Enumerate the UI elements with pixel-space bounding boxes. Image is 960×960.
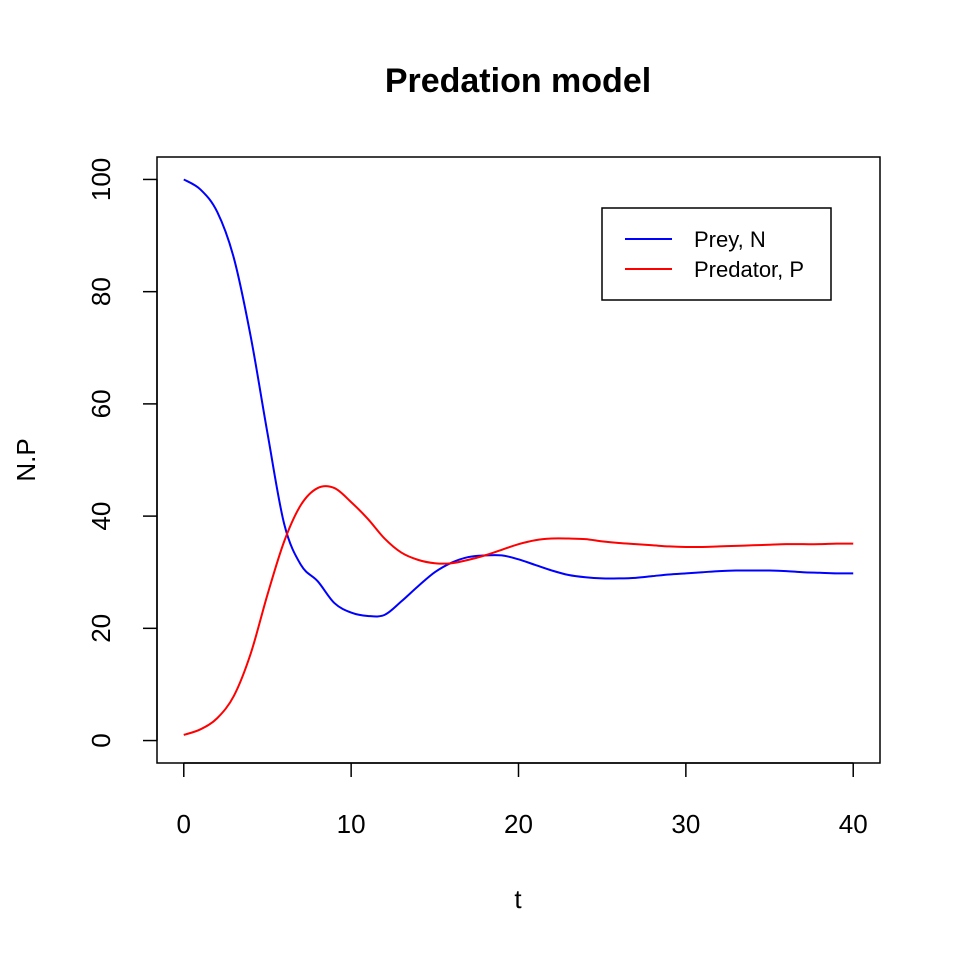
- y-axis-label: N.P: [11, 438, 41, 481]
- x-tick-label: 20: [504, 809, 533, 839]
- x-tick-label: 40: [839, 809, 868, 839]
- chart-title: Predation model: [385, 62, 651, 100]
- y-tick-label: 100: [86, 158, 116, 201]
- x-tick-label: 30: [671, 809, 700, 839]
- legend-label-prey: Prey, N: [694, 227, 766, 252]
- y-tick-label: 40: [86, 502, 116, 531]
- x-axis-label: t: [514, 884, 522, 914]
- x-tick-label: 0: [177, 809, 191, 839]
- x-axis: 0 10 20 30 40: [177, 762, 868, 839]
- y-axis: 0 20 40 60 80 100: [86, 158, 158, 748]
- series-line-predator: [183, 485, 854, 736]
- series-layer: [183, 178, 854, 736]
- legend-box: [601, 207, 832, 301]
- x-tick-label: 10: [337, 809, 366, 839]
- legend: Prey, N Predator, P: [601, 207, 832, 301]
- legend-label-predator: Predator, P: [694, 257, 804, 282]
- y-tick-label: 80: [86, 277, 116, 306]
- y-tick-label: 60: [86, 389, 116, 418]
- y-tick-label: 0: [86, 733, 116, 747]
- y-tick-label: 20: [86, 614, 116, 643]
